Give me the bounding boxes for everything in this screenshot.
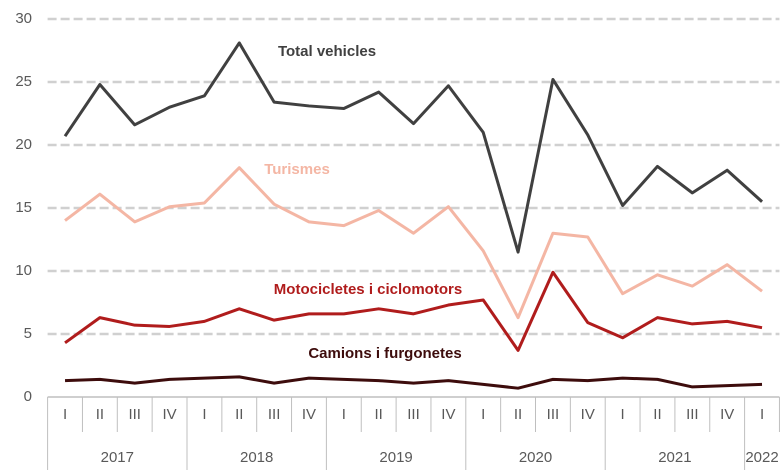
x-tick-label: I [63,406,67,423]
year-label: 2019 [379,449,412,466]
x-tick-label: I [202,406,206,423]
y-tick-label: 15 [15,199,32,216]
year-label: 2018 [240,449,273,466]
year-label: 2022 [745,449,778,466]
x-tick-label: III [407,406,420,423]
x-tick-label: IV [441,406,455,423]
x-tick-label: IV [162,406,176,423]
x-tick-label: IV [302,406,316,423]
x-tick-label: III [268,406,281,423]
x-tick-label: I [621,406,625,423]
x-tick-label: II [653,406,661,423]
series-line [64,270,763,352]
y-tick-label: 30 [15,10,32,27]
year-label: 2017 [101,449,134,466]
y-tick-label: 0 [24,388,32,405]
y-tick-label: 5 [24,325,32,342]
series-label: Total vehicles [278,43,376,60]
x-tick-label: II [375,406,383,423]
x-tick-label: I [481,406,485,423]
series-label: Motocicletes i ciclomotors [274,281,462,298]
x-tick-label: III [128,406,141,423]
x-tick-label: II [235,406,243,423]
series-label: Turismes [264,161,330,178]
year-label: 2021 [658,449,691,466]
x-tick-label: IV [581,406,595,423]
series-line [64,375,763,390]
x-tick-label: IV [720,406,734,423]
x-tick-label: I [342,406,346,423]
x-tick-label: II [514,406,522,423]
y-tick-label: 10 [15,262,32,279]
year-label: 2020 [519,449,552,466]
x-tick-label: II [96,406,104,423]
y-tick-label: 20 [15,136,32,153]
y-tick-label: 25 [15,73,32,90]
x-tick-label: I [760,406,764,423]
series-line [64,166,763,320]
x-tick-label: III [547,406,560,423]
x-tick-label: III [686,406,699,423]
series-label: Camions i furgonetes [308,345,461,362]
series-line [63,41,764,254]
